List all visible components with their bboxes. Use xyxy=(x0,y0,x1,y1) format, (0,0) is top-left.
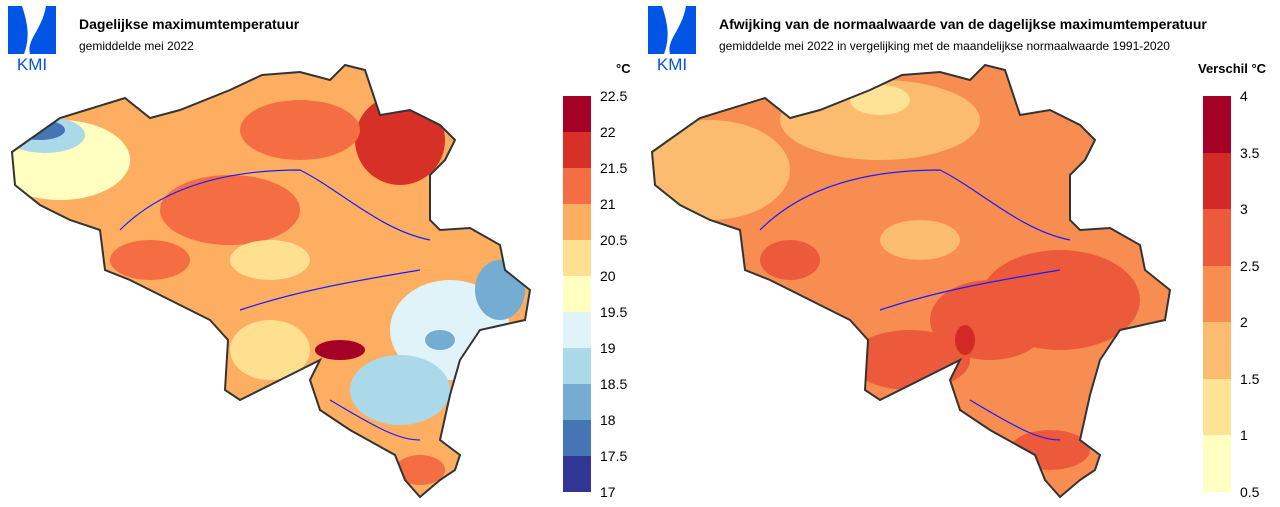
legend-bin xyxy=(563,420,591,456)
legend-tick-label: 17.5 xyxy=(600,448,628,464)
legend-tick-label: 22 xyxy=(600,124,616,140)
legend-tick-label: 22.5 xyxy=(600,88,628,104)
map-subtitle: gemiddelde mei 2022 xyxy=(79,39,194,53)
right-panel: KMI Afwijking van de normaalwaarde van d… xyxy=(640,0,1280,507)
legend-bin xyxy=(1203,322,1231,379)
map-title: Afwijking van de normaalwaarde van de da… xyxy=(719,16,1207,32)
legend-bin xyxy=(563,240,591,276)
anomaly-map xyxy=(651,64,1171,498)
color-legend xyxy=(1203,96,1231,492)
legend-tick-label: 19.5 xyxy=(600,304,628,320)
map-title: Dagelijkse maximumtemperatuur xyxy=(79,16,300,32)
legend-bin xyxy=(1203,209,1231,266)
legend-tick-label: 1.5 xyxy=(1240,370,1260,387)
temperature-map xyxy=(11,64,531,498)
legend-bin xyxy=(563,348,591,384)
legend-tick-label: 0.5 xyxy=(1240,484,1260,500)
legend-tick-label: 1 xyxy=(1240,427,1248,444)
color-legend xyxy=(563,96,591,492)
svg-text:KMI: KMI xyxy=(657,55,687,72)
legend-tick-label: 18.5 xyxy=(600,376,628,392)
kmi-logo: KMI xyxy=(646,4,698,74)
legend-bin xyxy=(1203,265,1231,323)
legend-tick-label: 21 xyxy=(600,196,616,212)
legend-bin xyxy=(1203,378,1231,436)
legend-tick-label: 4 xyxy=(1240,88,1248,104)
map-subtitle: gemiddelde mei 2022 in vergelijking met … xyxy=(719,39,1170,53)
svg-text:KMI: KMI xyxy=(17,55,47,72)
left-panel: KMI Dagelijkse maximumtemperatuur gemidd… xyxy=(6,4,631,500)
legend-tick-label: 3 xyxy=(1240,201,1248,218)
legend-bin xyxy=(1203,96,1231,153)
legend-bin xyxy=(563,456,591,492)
legend-tick-label: 20 xyxy=(600,268,616,284)
legend-bin xyxy=(563,96,591,132)
legend-tick-label: 2 xyxy=(1240,314,1248,331)
legend-tick-label: 2.5 xyxy=(1240,257,1260,274)
legend-tick-label: 18 xyxy=(600,412,616,428)
legend-tick-label: 3.5 xyxy=(1240,144,1260,161)
kmi-logo: KMI xyxy=(6,4,58,74)
legend-bin xyxy=(563,132,591,168)
legend-bin xyxy=(563,204,591,240)
legend-bin xyxy=(1203,152,1231,210)
legend-tick-label: 17 xyxy=(600,484,616,500)
legend-bin xyxy=(1203,435,1231,492)
legend-bin xyxy=(563,276,591,312)
legend-title: Verschil °C xyxy=(1198,61,1267,76)
legend-tick-label: 19 xyxy=(600,340,616,356)
legend-tick-label: 21.5 xyxy=(600,160,628,176)
legend-title: °C xyxy=(616,61,631,76)
legend-bin xyxy=(563,168,591,204)
legend-bin xyxy=(563,312,591,348)
legend-tick-label: 20.5 xyxy=(600,232,628,248)
legend-bin xyxy=(563,384,591,420)
